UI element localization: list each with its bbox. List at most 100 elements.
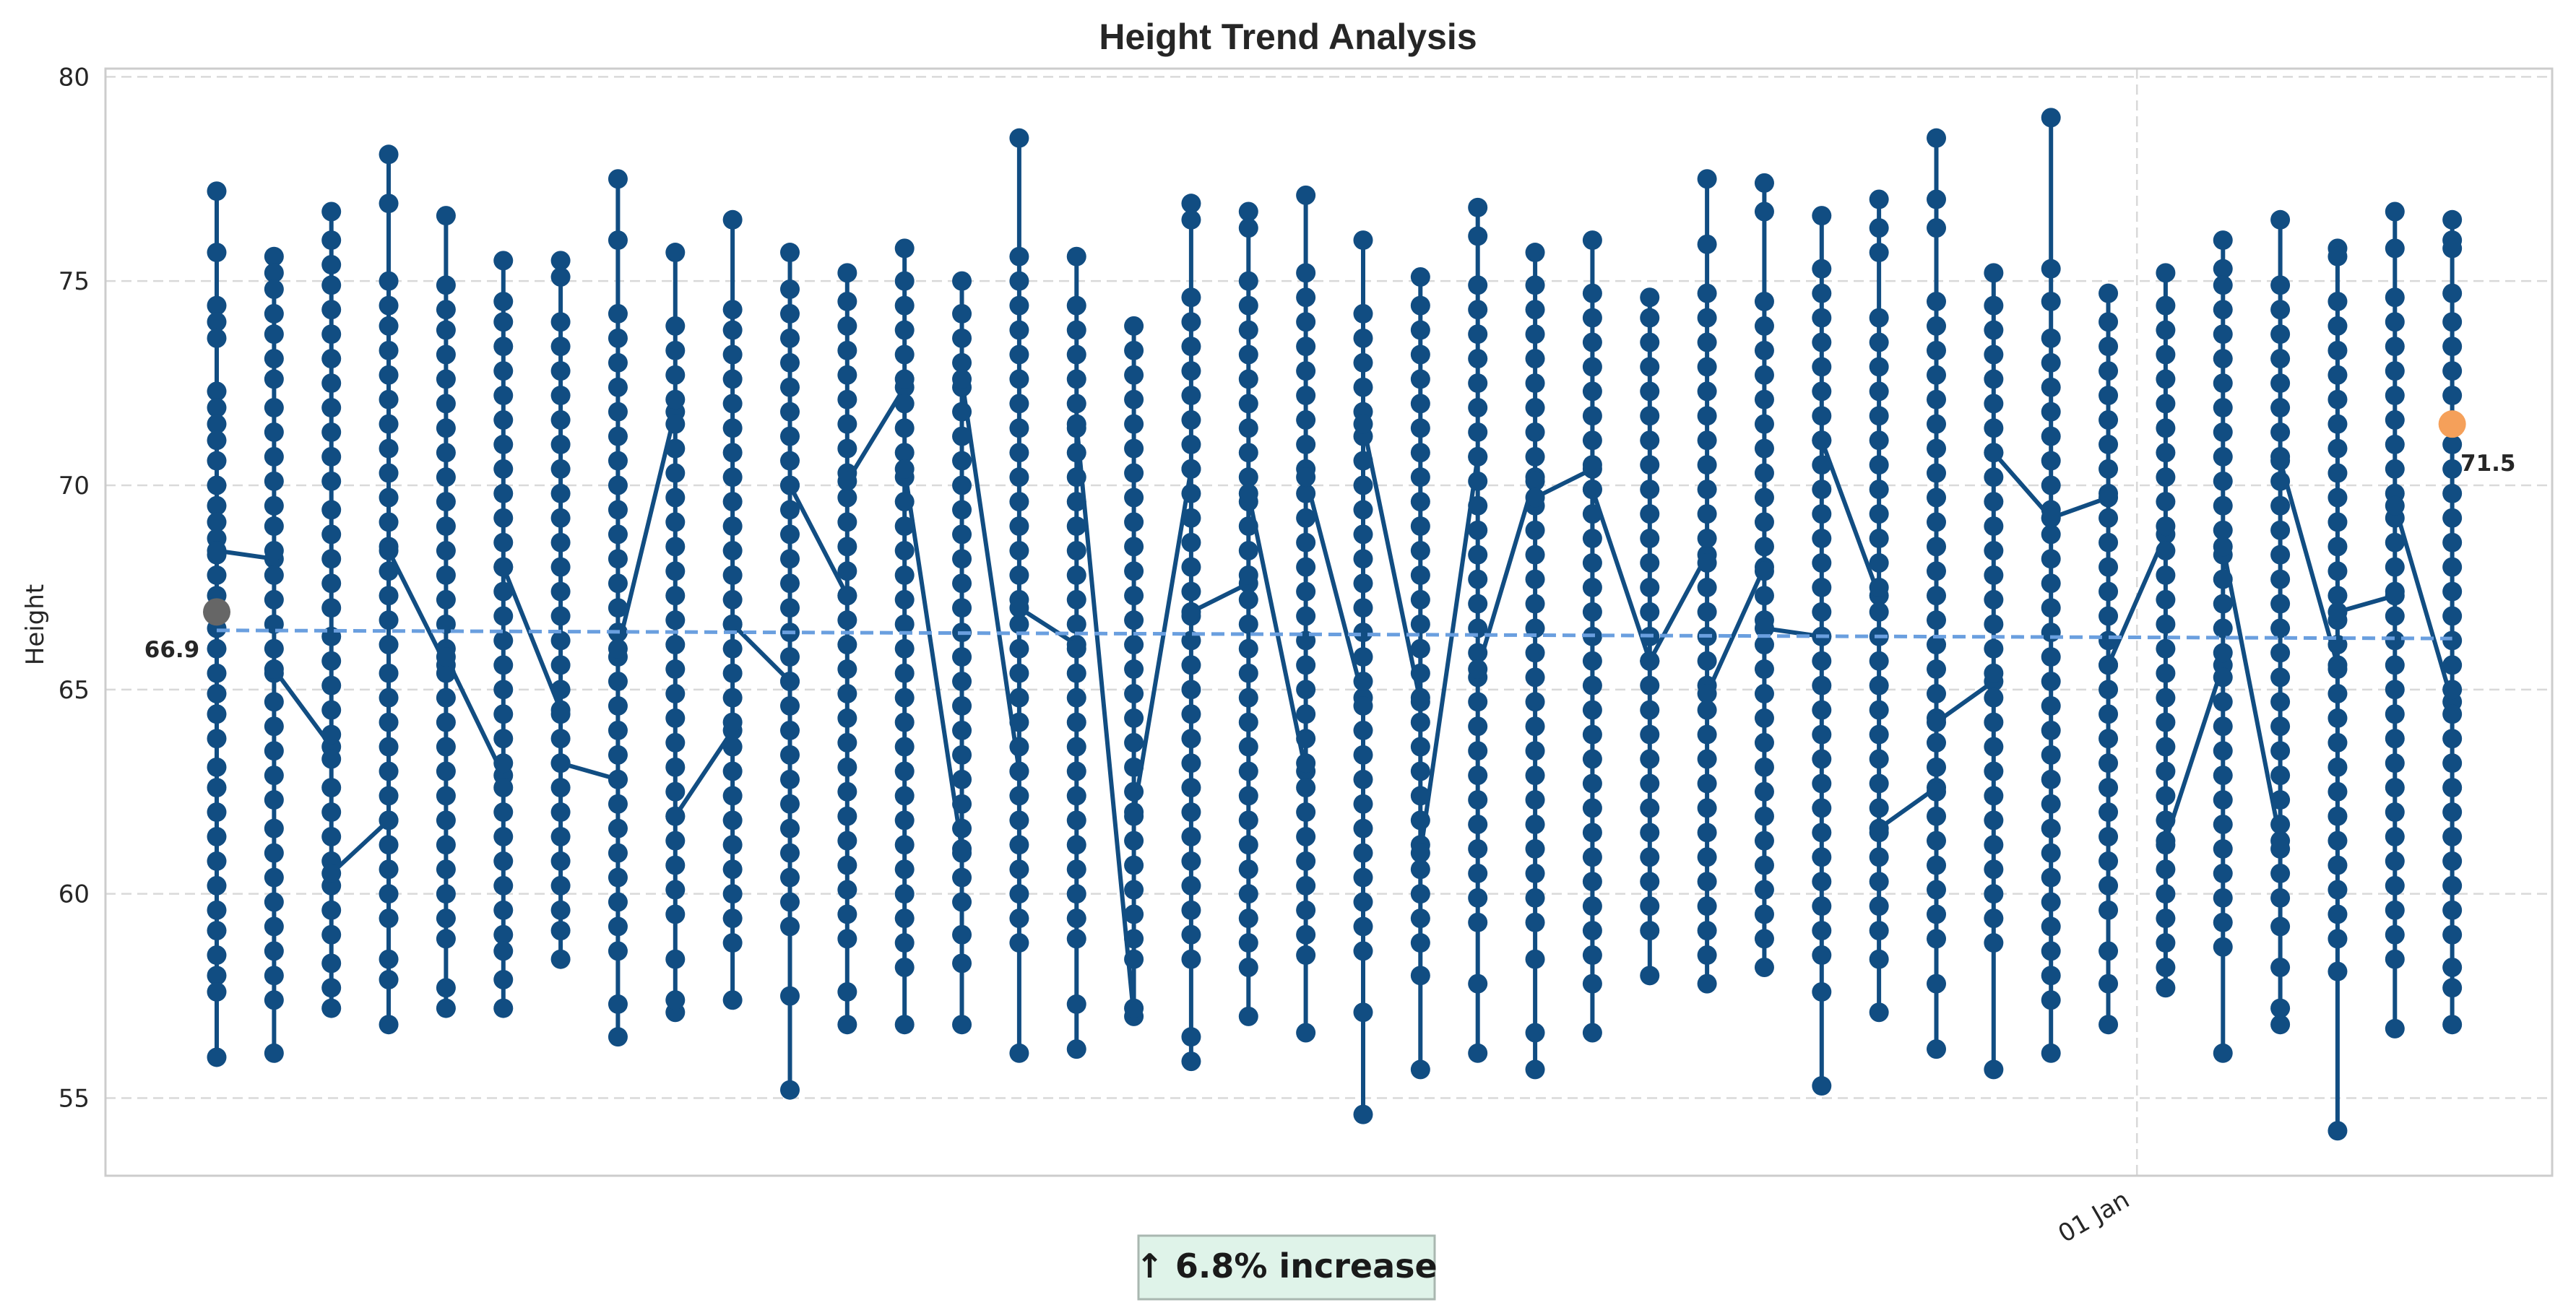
data-point <box>1009 565 1029 585</box>
data-point <box>264 446 284 467</box>
data-point <box>1353 500 1373 520</box>
data-point <box>436 929 456 949</box>
data-point <box>1353 328 1373 348</box>
data-point <box>2328 806 2348 826</box>
data-point <box>780 524 800 545</box>
data-point <box>2270 398 2291 418</box>
data-point <box>379 835 399 855</box>
data-point <box>1066 246 1086 266</box>
data-point <box>894 344 915 365</box>
plot-frame <box>104 67 2554 1177</box>
data-point <box>780 500 800 520</box>
data-point <box>321 700 342 720</box>
endpoint-markers <box>203 410 2466 626</box>
data-point <box>207 1047 227 1067</box>
data-point <box>1927 781 1946 802</box>
data-point <box>550 361 571 381</box>
data-point <box>2099 655 2119 675</box>
data-point <box>608 524 628 545</box>
data-point <box>2385 778 2405 798</box>
data-point <box>2270 998 2291 1018</box>
data-point <box>894 835 915 855</box>
data-point <box>1640 577 1660 597</box>
data-point <box>837 757 857 777</box>
data-point <box>1009 786 1029 806</box>
data-point <box>436 909 456 929</box>
data-point <box>1296 508 1316 528</box>
data-point <box>1927 218 1946 238</box>
y-tick-label: 80 <box>59 63 90 92</box>
data-point <box>1640 552 1660 573</box>
data-point <box>436 786 456 806</box>
data-point <box>1869 577 1889 597</box>
data-point <box>1468 471 1488 491</box>
data-point <box>1984 810 2004 831</box>
data-point <box>1468 520 1488 540</box>
change-badge: ↑ 6.8% increase <box>1136 1234 1438 1301</box>
data-point <box>1296 875 1316 896</box>
data-point <box>608 169 628 189</box>
data-point <box>436 394 456 414</box>
data-point <box>379 295 399 316</box>
data-point <box>1296 900 1316 920</box>
data-point <box>1582 1023 1602 1043</box>
data-point <box>264 638 284 659</box>
data-point <box>1812 552 1832 573</box>
data-point <box>1124 683 1144 703</box>
data-point <box>2270 815 2291 835</box>
data-point <box>321 863 342 883</box>
data-point <box>1410 266 1430 287</box>
data-point <box>780 986 800 1006</box>
data-point <box>1754 635 1774 655</box>
data-point <box>321 446 342 467</box>
data-point <box>436 467 456 487</box>
data-point <box>550 826 571 846</box>
data-point <box>1066 761 1086 781</box>
data-point <box>1697 381 1717 402</box>
data-point <box>550 557 571 577</box>
data-point <box>550 532 571 552</box>
data-point <box>952 745 972 765</box>
data-point <box>493 900 514 920</box>
data-point <box>207 704 227 724</box>
data-point <box>264 1043 284 1063</box>
data-point <box>2328 537 2348 557</box>
data-point <box>1640 700 1660 720</box>
data-point <box>1812 896 1832 916</box>
data-point <box>780 598 800 618</box>
data-point <box>2385 495 2405 516</box>
data-point <box>1410 810 1430 831</box>
data-point <box>321 598 342 618</box>
data-point <box>1238 443 1258 463</box>
data-point <box>1812 945 1832 966</box>
data-point <box>493 655 514 675</box>
data-point <box>436 712 456 732</box>
data-point <box>1353 623 1373 643</box>
data-point <box>1582 430 1602 451</box>
data-point <box>1296 655 1316 675</box>
data-point <box>894 459 915 479</box>
data-point <box>1525 618 1545 638</box>
data-point <box>1697 974 1717 994</box>
data-point <box>1869 896 1889 916</box>
data-point <box>2099 459 2119 479</box>
data-point <box>1754 659 1774 680</box>
data-point <box>2328 414 2348 434</box>
data-point <box>2041 695 2061 716</box>
data-point <box>1238 638 1258 659</box>
data-point <box>1009 128 1029 148</box>
data-point <box>608 745 628 765</box>
data-point <box>722 565 743 585</box>
data-point <box>1582 872 1602 892</box>
data-point <box>1869 480 1889 500</box>
data-point <box>264 263 284 283</box>
data-point <box>2442 532 2463 552</box>
data-point <box>1238 467 1258 487</box>
data-point <box>1582 945 1602 966</box>
data-point <box>436 998 456 1018</box>
data-point <box>1927 659 1946 680</box>
data-point <box>1754 561 1774 581</box>
data-point <box>1410 344 1430 365</box>
data-point <box>493 291 514 311</box>
data-point <box>2213 275 2233 295</box>
